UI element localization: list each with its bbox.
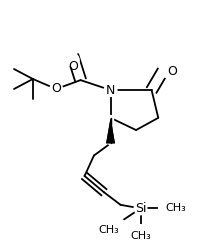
Text: CH₃: CH₃ <box>130 231 151 241</box>
Circle shape <box>67 54 79 66</box>
Text: O: O <box>51 82 61 96</box>
Circle shape <box>134 202 147 215</box>
Circle shape <box>113 219 126 232</box>
Text: CH₃: CH₃ <box>165 203 186 213</box>
Text: N: N <box>106 84 115 97</box>
Circle shape <box>134 225 147 237</box>
Text: Si: Si <box>135 202 146 215</box>
Circle shape <box>50 83 63 95</box>
Text: O: O <box>167 65 177 78</box>
Circle shape <box>104 84 117 96</box>
Circle shape <box>161 65 173 77</box>
Text: CH₃: CH₃ <box>99 226 119 236</box>
Text: O: O <box>68 60 78 73</box>
Polygon shape <box>106 118 115 143</box>
Circle shape <box>159 202 171 215</box>
Polygon shape <box>106 118 115 143</box>
